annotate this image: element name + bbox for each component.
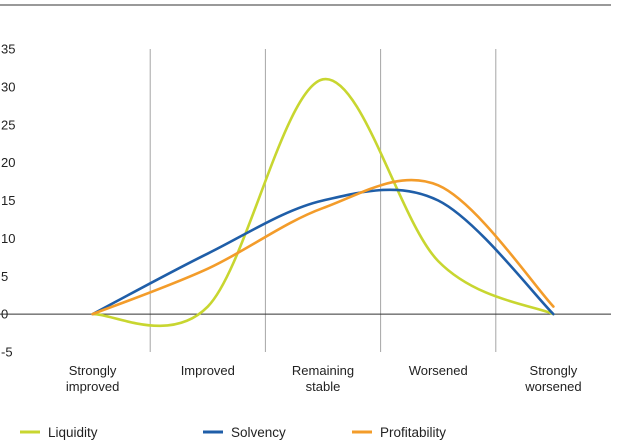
legend-label-liquidity: Liquidity <box>48 425 98 440</box>
y-tick-label: 25 <box>1 117 15 132</box>
series-layer <box>91 77 555 327</box>
x-category-label: Worsened <box>409 363 468 378</box>
grid-layer <box>149 49 497 352</box>
x-category-label-line: stable <box>306 379 341 394</box>
y-tick-label: 5 <box>1 269 8 284</box>
series-line-profitability <box>91 178 555 316</box>
x-category-label-line: Improved <box>181 363 235 378</box>
x-category-label-line: improved <box>66 379 119 394</box>
x-category-label: Strongly improved <box>66 363 119 394</box>
y-tick-label: 0 <box>1 307 8 322</box>
legend: Liquidity Solvency Profitability <box>20 425 446 440</box>
legend-label-profitability: Profitability <box>380 425 446 440</box>
x-category-label-line: Remaining <box>292 363 354 378</box>
x-category-label: Improved <box>181 363 235 378</box>
series-line-liquidity <box>91 77 555 327</box>
x-category-label-line: worsened <box>524 379 581 394</box>
legend-label-solvency: Solvency <box>231 425 286 440</box>
x-category-label-line: Strongly <box>530 363 578 378</box>
x-category-label-line: Strongly <box>69 363 117 378</box>
y-tick-label: 35 <box>1 42 15 57</box>
series-line-solvency <box>91 188 555 316</box>
y-tick-label: 20 <box>1 155 15 170</box>
y-tick-label: 15 <box>1 193 15 208</box>
x-category-label: Strongly worsened <box>524 363 581 394</box>
y-tick-label: 10 <box>1 231 15 246</box>
y-tick-label: 30 <box>1 79 15 94</box>
x-category-label: Remaining stable <box>292 363 354 394</box>
x-category-label-line: Worsened <box>409 363 468 378</box>
y-tick-label: -5 <box>1 345 13 360</box>
